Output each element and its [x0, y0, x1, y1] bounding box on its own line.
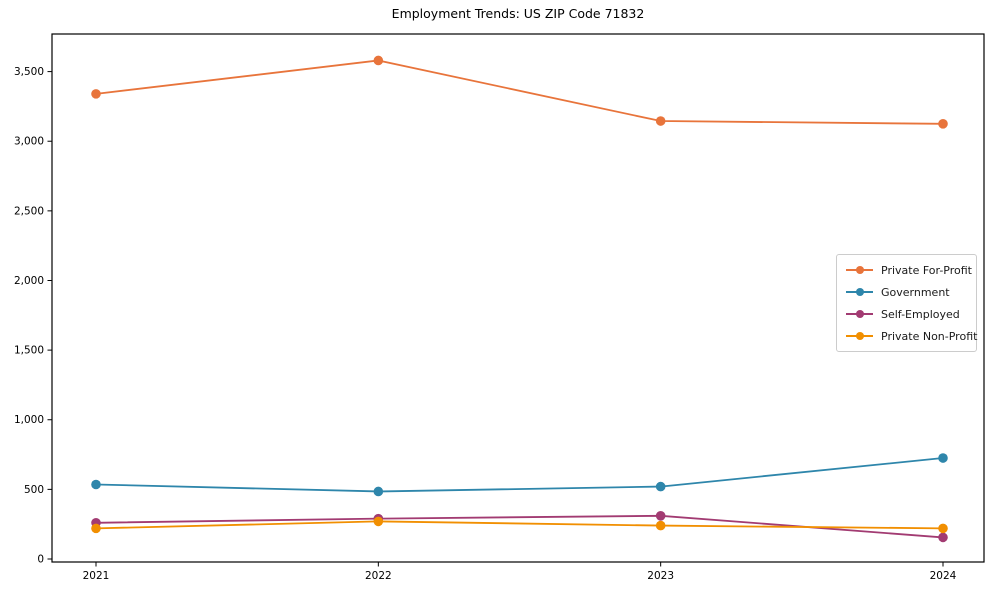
- y-tick-label: 500: [24, 484, 44, 496]
- data-point: [655, 511, 666, 521]
- x-tick-label: 2021: [83, 570, 110, 582]
- y-tick-label: 3,000: [14, 136, 44, 148]
- x-tick-label: 2024: [930, 570, 957, 582]
- legend-marker-icon: [846, 287, 873, 297]
- x-tick-label: 2022: [365, 570, 392, 582]
- y-tick-label: 0: [37, 554, 44, 566]
- chart-title: Employment Trends: US ZIP Code 71832: [391, 6, 645, 21]
- legend-label: Self-Employed: [881, 307, 960, 321]
- data-point: [938, 532, 948, 543]
- data-point: [655, 520, 666, 531]
- data-point: [91, 89, 101, 99]
- legend-marker-icon: [846, 331, 873, 341]
- data-point: [373, 486, 384, 497]
- data-point: [373, 516, 384, 527]
- data-point: [91, 479, 101, 490]
- legend-item: Private Non-Profit: [846, 328, 977, 344]
- plot-border: [51, 33, 985, 563]
- legend-marker-icon: [846, 265, 873, 275]
- legend-marker-icon: [846, 309, 873, 319]
- y-tick-label: 1,500: [14, 345, 44, 357]
- data-point: [938, 119, 948, 129]
- series-line-private-non-profit: [95, 520, 944, 530]
- y-tick-label: 3,500: [14, 66, 44, 78]
- data-point: [938, 523, 948, 534]
- series-line-private-for-profit: [95, 59, 944, 125]
- legend-item: Private For-Profit: [846, 262, 972, 278]
- y-tick-label: 2,500: [14, 205, 44, 217]
- legend-label: Private For-Profit: [881, 263, 972, 277]
- legend-item: Self-Employed: [846, 306, 967, 322]
- data-point: [373, 55, 384, 66]
- data-point: [938, 453, 948, 463]
- legend-item: Government: [846, 284, 967, 300]
- data-point: [655, 481, 666, 492]
- series-line-government: [95, 457, 944, 493]
- y-tick-label: 1,000: [14, 414, 44, 426]
- y-tick-label: 2,000: [14, 275, 44, 287]
- data-point: [91, 523, 101, 534]
- x-tick-label: 2023: [647, 570, 674, 582]
- legend-label: Private Non-Profit: [881, 329, 978, 343]
- legend: Private For-Profit Government Self-Employe…: [836, 254, 977, 352]
- legend-label: Government: [881, 285, 950, 299]
- data-point: [655, 116, 666, 126]
